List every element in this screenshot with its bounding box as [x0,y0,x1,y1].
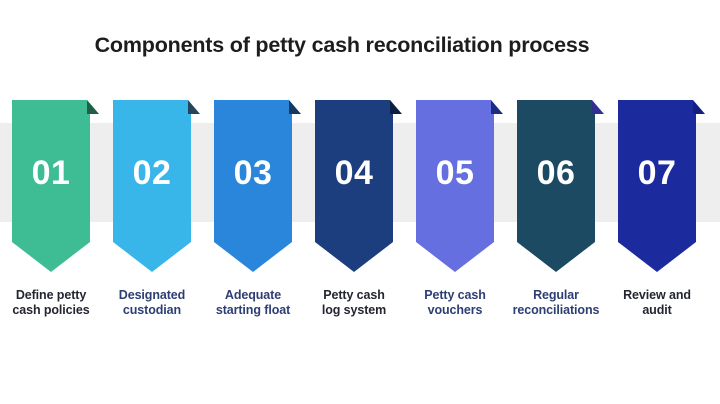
ribbon-fold [693,100,705,114]
step-label-line1: Review and [623,288,691,302]
ribbon-fold [592,100,604,114]
step-number: 04 [334,154,374,192]
page-title: Components of petty cash reconciliation … [94,33,590,57]
ribbon-step-3: 03 Adequate starting float [214,100,306,330]
step-label-line2: log system [321,303,387,317]
step-label-line2: cash policies [12,303,90,317]
step-label-line1: Regular [533,288,579,302]
ribbon-body [214,100,292,272]
step-number: 05 [435,154,475,192]
step-label: Regular reconciliations [500,288,612,318]
ribbon-shape [315,100,402,272]
ribbon-step-4: 04 Petty cash log system [315,100,407,330]
step-number: 02 [132,154,172,192]
ribbon-body [315,100,393,272]
ribbon-shape [517,100,604,272]
step-label-line1: Petty cash [424,288,486,302]
ribbon-body [618,100,696,272]
step-label-line1: Adequate [224,288,282,302]
step-label-line2: vouchers [427,303,483,317]
step-label-line1: Define petty [15,288,87,302]
ribbon-fold [87,100,99,114]
ribbon-step-5: 05 Petty cash vouchers [416,100,508,330]
ribbon-fold [289,100,301,114]
ribbon-body [113,100,191,272]
ribbon-shape [12,100,99,272]
step-number: 03 [233,154,273,192]
ribbon-body [517,100,595,272]
ribbon-fold [390,100,402,114]
step-label-line2: custodian [122,303,182,317]
ribbon-step-2: 02 Designated custodian [113,100,205,330]
step-number: 01 [31,154,71,192]
ribbon-body [12,100,90,272]
step-label: Define petty cash policies [0,288,107,318]
step-label: Designated custodian [96,288,208,318]
step-label-line2: starting float [215,303,291,317]
step-label-line2: reconciliations [512,303,600,317]
step-label: Petty cash log system [298,288,410,318]
step-label-line2: audit [642,303,672,317]
ribbon-shape [214,100,301,272]
ribbon-body [416,100,494,272]
step-label: Review and audit [601,288,713,318]
ribbon-shape [113,100,200,272]
step-label-line1: Petty cash [323,288,385,302]
ribbon-shape [618,100,705,272]
step-number: 06 [536,154,576,192]
step-number: 07 [637,154,677,192]
ribbon-fold [188,100,200,114]
ribbon-fold [491,100,503,114]
step-label: Petty cash vouchers [399,288,511,318]
ribbon-step-7: 07 Review and audit [618,100,710,330]
ribbon-step-6: 06 Regular reconciliations [513,100,609,330]
step-label-line1: Designated [118,288,186,302]
step-label: Adequate starting float [197,288,309,318]
ribbon-shape [416,100,503,272]
ribbon-step-1: 01 Define petty cash policies [12,100,104,330]
